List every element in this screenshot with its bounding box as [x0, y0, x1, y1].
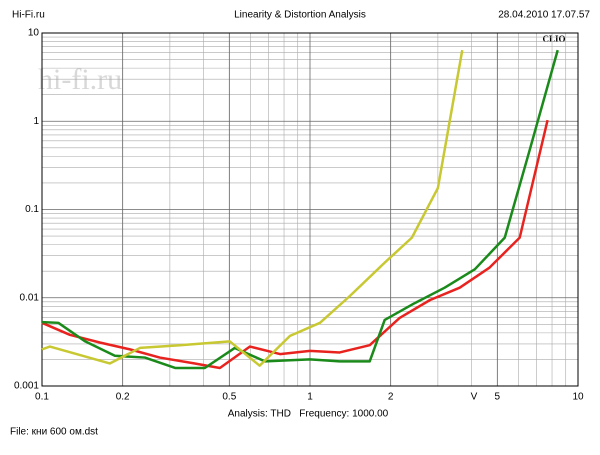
y-tick-label: 0.01 — [20, 292, 40, 303]
chart-title: Linearity & Distortion Analysis — [234, 10, 366, 21]
y-tick-label: 0.1 — [25, 204, 39, 215]
plot-frame — [41, 32, 579, 387]
y-tick-label: 1 — [33, 116, 39, 127]
brand: CLIO — [542, 34, 565, 44]
x-tick-label: 0.2 — [116, 392, 130, 403]
header-right: 28.04.2010 17.07.57 — [498, 10, 590, 21]
series-line — [41, 49, 464, 367]
file-name: File: кни 600 ом.dst — [10, 427, 98, 438]
x-axis-label: V — [471, 392, 478, 403]
series-line — [41, 49, 559, 370]
x-tick-label: 5 — [495, 392, 501, 403]
x-tick-label: 0.5 — [222, 392, 236, 403]
y-tick-label: 10 — [28, 28, 40, 39]
y-tick-label: 0.001 — [14, 381, 39, 392]
x-tick-label: 10 — [572, 392, 584, 403]
x-tick-label: 0.1 — [35, 392, 49, 403]
footer: Analysis: THD Frequency: 1000.00 — [228, 409, 389, 420]
x-tick-label: 2 — [388, 392, 394, 403]
x-tick-label: 1 — [307, 392, 313, 403]
series-line — [41, 119, 549, 370]
header-left: Hi-Fi.ru — [12, 10, 45, 21]
